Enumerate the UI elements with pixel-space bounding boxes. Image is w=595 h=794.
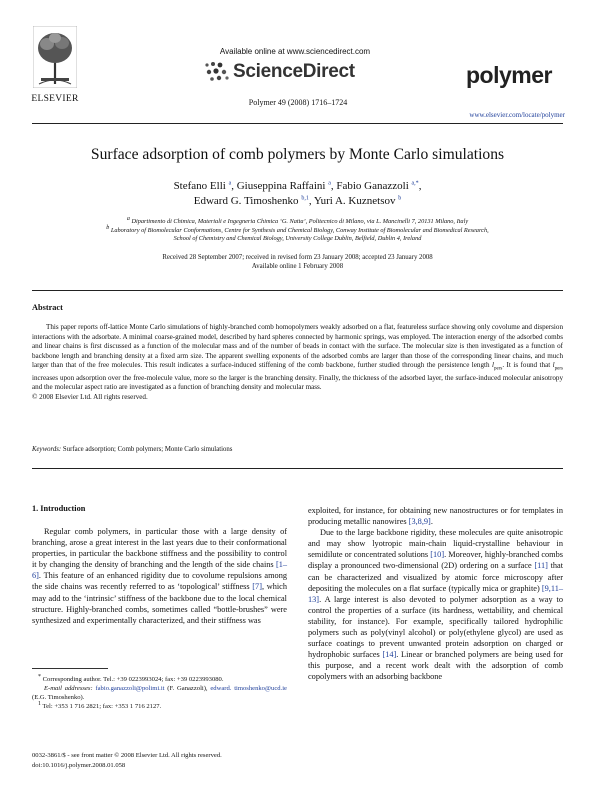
issn-line: 0032-3861/$ - see front matter © 2008 El… (32, 752, 222, 759)
email-timoshenko-link[interactable]: edward. timoshenko@ucd.ie (210, 684, 287, 692)
elsevier-wordmark: ELSEVIER (31, 94, 79, 104)
intro-left-column: Regular comb polymers, in particular tho… (32, 527, 287, 625)
citation-3-8-9[interactable]: [3,8,9] (408, 517, 431, 527)
intro-heading: 1. Introduction (32, 504, 86, 513)
keywords: Keywords: Surface adsorption; Comb polym… (32, 446, 563, 453)
author-elli: Stefano Elli a (173, 180, 232, 192)
keywords-label: Keywords: (32, 446, 62, 453)
abstract-body: This paper reports off-lattice Monte Car… (32, 323, 563, 401)
authors-line-1: Stefano Elli a, Giuseppina Raffaini a, F… (173, 180, 422, 192)
authors-line-2: Edward G. Timoshenko b,1, Yuri A. Kuznet… (193, 195, 402, 207)
doi-line: doi:10.1016/j.polymer.2008.01.058 (32, 762, 126, 769)
copyright-line: © 2008 Elsevier Ltd. All rights reserved… (32, 392, 148, 401)
citation-7[interactable]: [7] (252, 582, 262, 592)
author-kuznetsov: Yuri A. Kuznetsov b (313, 195, 402, 207)
polymer-journal-logo: polymer (466, 62, 552, 88)
elsevier-logo: ELSEVIER (30, 26, 80, 106)
abstract-top-rule (32, 290, 563, 291)
citation-11[interactable]: [11] (534, 561, 548, 571)
citation-1-6[interactable]: [1–6] (32, 560, 287, 581)
author-raffaini: Giuseppina Raffaini a (236, 180, 331, 192)
footnotes: * Corresponding author. Tel.: +39 022399… (32, 673, 287, 710)
journal-citation: Polymer 49 (2008) 1716–1724 (248, 98, 348, 107)
sciencedirect-logo: ScienceDirect (203, 60, 393, 84)
available-online-date: Available online 1 February 2008 (251, 263, 344, 271)
affiliation-a: a Dipartimento di Chimica, Materiali e I… (126, 215, 469, 225)
citation-14[interactable]: [14] (382, 650, 397, 660)
intro-right-column: exploited, for instance, for obtaining n… (308, 506, 564, 682)
citation-9-11-13[interactable]: [9,11–13] (308, 583, 563, 604)
journal-url-link[interactable]: www.elsevier.com/locate/polymer (469, 111, 565, 119)
abstract-bottom-rule (32, 468, 563, 469)
article-title: Surface adsorption of comb polymers by M… (90, 146, 505, 163)
available-online-text: Available online at www.sciencedirect.co… (219, 47, 371, 56)
abstract-heading: Abstract (32, 303, 63, 312)
author-ganazzoli: Fabio Ganazzoli a,* (336, 180, 419, 192)
email-ganazzoli-link[interactable]: fabio.ganazzoli@polimi.it (95, 684, 165, 692)
citation-10[interactable]: [10] (430, 550, 445, 560)
sciencedirect-wordmark: ScienceDirect (233, 61, 355, 82)
author-timoshenko: Edward G. Timoshenko b,1 (193, 195, 309, 207)
elsevier-tree-icon (33, 26, 77, 88)
keywords-list: Surface adsorption; Comb polymers; Monte… (62, 446, 233, 453)
sciencedirect-dots-icon (205, 62, 229, 81)
article-dates: Received 28 September 2007; received in … (32, 253, 563, 272)
affiliation-b: b Laboratory of Biomolecular Conformatio… (106, 224, 489, 243)
footnote-rule (32, 668, 108, 669)
header-rule (32, 123, 563, 124)
received-dates: Received 28 September 2007; received in … (162, 254, 433, 261)
